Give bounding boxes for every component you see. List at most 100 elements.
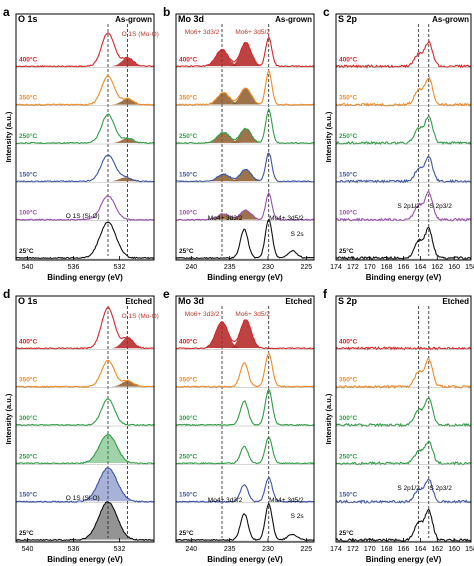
x-tick-label: 230 xyxy=(262,264,274,271)
series-line xyxy=(335,156,472,184)
series-line xyxy=(15,433,155,465)
annotation-mo-o: O 1S (Mo-O) xyxy=(122,313,159,320)
panel-letter: a xyxy=(3,5,10,19)
x-tick-label: 174 xyxy=(330,546,342,553)
x-tick-label: 174 xyxy=(330,264,342,271)
x-tick-label: 168 xyxy=(381,264,393,271)
series-label: 350°C xyxy=(19,94,37,102)
fitted-peak-fill xyxy=(229,210,262,220)
x-tick-label: 230 xyxy=(262,546,274,553)
plot-frame xyxy=(175,13,315,261)
series-line xyxy=(335,76,472,107)
x-tick-label: 235 xyxy=(224,546,236,553)
series-line xyxy=(335,226,472,261)
x-tick-label: 240 xyxy=(185,264,197,271)
series-line xyxy=(175,218,314,260)
series-label: 400°C xyxy=(339,55,357,63)
panel-letter: f xyxy=(323,287,328,301)
x-tick-label: 162 xyxy=(431,264,443,271)
series-label: 25°C xyxy=(19,247,34,255)
x-axis-label: Binding energy (eV) xyxy=(207,273,283,282)
fitted-peak-fill xyxy=(203,49,241,67)
series-line xyxy=(176,191,315,221)
y-axis-label: Intensity (a.u.) xyxy=(324,111,333,162)
series-label: 400°C xyxy=(179,337,197,345)
series-label: 150°C xyxy=(339,170,357,178)
fitted-peak-fill xyxy=(229,169,262,182)
series-label: 150°C xyxy=(179,170,197,178)
panel-c: 400°C 350°C 250°C 150°C 100°C 25°C 174 172 170 16… xyxy=(323,5,474,282)
panel-title: Mo 3d xyxy=(178,296,204,306)
annotation-mo-o: O 1S (Mo-O) xyxy=(122,31,159,38)
y-axis-label: Intensity (a.u.) xyxy=(4,393,13,444)
x-tick-label: 168 xyxy=(381,546,393,553)
panel-condition: As-grown xyxy=(275,15,312,24)
series-line xyxy=(335,190,472,222)
annotation-s2s: S 2s xyxy=(291,231,305,238)
series-line xyxy=(335,40,472,69)
series-line xyxy=(175,477,315,503)
series-label: 350°C xyxy=(339,376,357,384)
series-label: 250°C xyxy=(179,132,197,140)
annotation-mo6-3d32: Mo6+ 3d3/2 xyxy=(185,29,220,36)
annotation-mo6-3d32: Mo6+ 3d3/2 xyxy=(185,311,220,318)
fitted-peak-fill xyxy=(110,380,145,387)
y-axis-label: Intensity (a.u.) xyxy=(4,111,13,162)
fitted-peak-fill xyxy=(229,87,262,105)
series-line xyxy=(175,436,315,465)
panel-title: O 1s xyxy=(18,14,38,24)
x-tick-label: 166 xyxy=(398,546,410,553)
series-line xyxy=(15,359,155,388)
panel-letter: c xyxy=(323,5,330,19)
series-line xyxy=(15,194,155,221)
panel-condition: As-grown xyxy=(115,15,152,24)
series-line xyxy=(15,221,155,260)
x-tick-label: 540 xyxy=(22,264,34,271)
series-label: 100°C xyxy=(179,209,197,217)
panel-condition: As-grown xyxy=(432,15,469,24)
fitted-peak-fill xyxy=(80,468,136,502)
panel-title: S 2p xyxy=(338,14,358,24)
x-axis-label: Binding energy (eV) xyxy=(47,273,123,282)
series-line xyxy=(335,345,472,351)
panel-condition: Etched xyxy=(442,297,469,306)
fitted-peak-fill xyxy=(229,319,262,348)
series-line xyxy=(175,69,315,106)
panel-e: 400°C 350°C 300°C 250°C 150°C 25°C 240 235 230 22… xyxy=(163,287,315,564)
series-line xyxy=(335,508,472,543)
series-label: 25°C xyxy=(339,529,354,537)
y-axis-label: Intensity (a.u.) xyxy=(324,393,333,444)
x-tick-label: 536 xyxy=(68,264,80,271)
x-tick-label: 532 xyxy=(114,264,126,271)
annotation-mo4-3d32: Mo4+ 3d3/2 xyxy=(208,497,243,504)
series-line xyxy=(16,113,155,145)
fitted-peak-fill xyxy=(205,92,242,105)
series-line xyxy=(15,74,155,107)
series-line xyxy=(15,306,155,350)
series-label: 250°C xyxy=(339,452,357,460)
annotation-s2p32: S 2p3/2 xyxy=(429,203,452,210)
x-tick-label: 235 xyxy=(224,264,236,271)
series-label: 300°C xyxy=(339,414,357,422)
x-axis-label: Binding energy (eV) xyxy=(366,555,442,564)
x-tick-label: 240 xyxy=(185,546,197,553)
annotation-si-o: O 1S (Si-O) xyxy=(66,495,100,502)
series-label: 150°C xyxy=(19,170,37,178)
annotation-mo6-3d52: Mo6+ 3d5/2 xyxy=(235,311,270,318)
panel-title: S 2p xyxy=(338,296,358,306)
series-line xyxy=(175,352,314,389)
annotation-mo6-3d52: Mo6+ 3d5/2 xyxy=(235,29,270,36)
fitted-peak-fill xyxy=(80,501,136,540)
panel-letter: d xyxy=(3,287,10,301)
series-label: 100°C xyxy=(339,209,357,217)
plot-frame xyxy=(175,295,315,543)
series-label: 25°C xyxy=(19,529,34,537)
fitted-peak-fill xyxy=(110,57,145,67)
x-tick-label: 158 xyxy=(465,264,474,271)
series-label: 250°C xyxy=(19,452,37,460)
series-label: 150°C xyxy=(19,491,37,499)
series-label: 400°C xyxy=(179,55,197,63)
series-line xyxy=(335,115,472,146)
